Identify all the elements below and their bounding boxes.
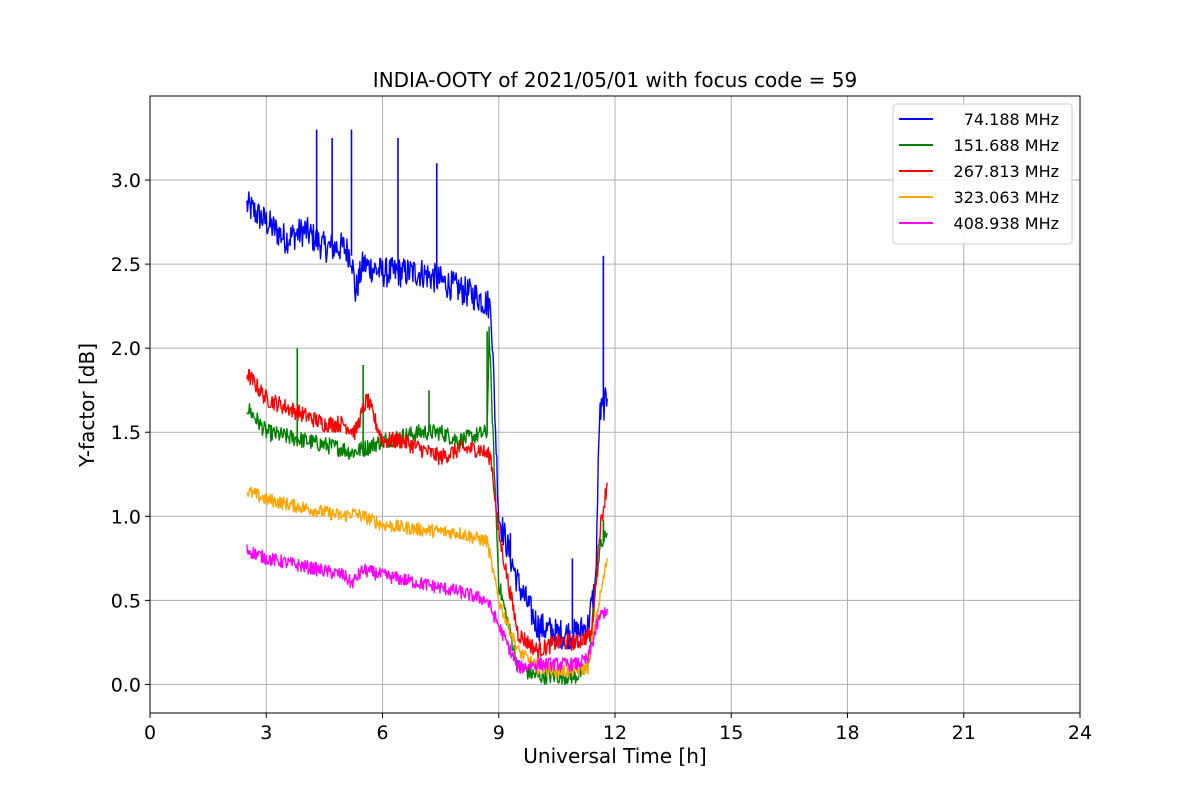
y-tick-label: 0.0 [111,674,141,696]
legend-label: 408.938 MHz [954,214,1059,233]
series-line [246,191,608,650]
grid [149,96,1081,713]
y-axis: 0.0 0.5 1.0 1.5 2.0 2.5 3.0 [111,170,150,696]
series-line [246,368,608,660]
x-tick-label: 15 [719,722,743,744]
legend-box [892,103,1073,245]
legend-label: 267.813 MHz [954,162,1059,181]
y-tick-label: 1.5 [111,422,141,444]
x-tick-label: 12 [603,722,627,744]
legend-label: 74.188 MHz [964,110,1059,129]
x-tick-label: 21 [952,722,976,744]
x-tick-label: 24 [1068,722,1092,744]
x-tick-label: 18 [835,722,859,744]
series-line [246,544,608,674]
x-tick-label: 9 [493,722,505,744]
y-tick-label: 3.0 [111,170,141,192]
legend-label: 323.063 MHz [954,188,1059,207]
y-axis-label: Y-factor [dB] [75,343,99,468]
series-layer [246,129,608,686]
y-tick-label: 2.0 [111,338,141,360]
series-line [246,486,608,679]
x-tick-label: 6 [376,722,388,744]
x-axis-label: Universal Time [h] [523,744,706,768]
chart-title: INDIA-OOTY of 2021/05/01 with focus code… [373,68,857,92]
x-axis: 0 3 6 9 12 15 18 21 24 [144,713,1092,744]
x-tick-label: 0 [144,722,156,744]
y-tick-label: 0.5 [111,590,141,612]
x-tick-label: 3 [260,722,272,744]
y-tick-label: 1.0 [111,506,141,528]
legend: 74.188 MHz 151.688 MHz 267.813 MHz 323.063 … [892,103,1073,245]
legend-label: 151.688 MHz [954,136,1059,155]
y-tick-label: 2.5 [111,254,141,276]
